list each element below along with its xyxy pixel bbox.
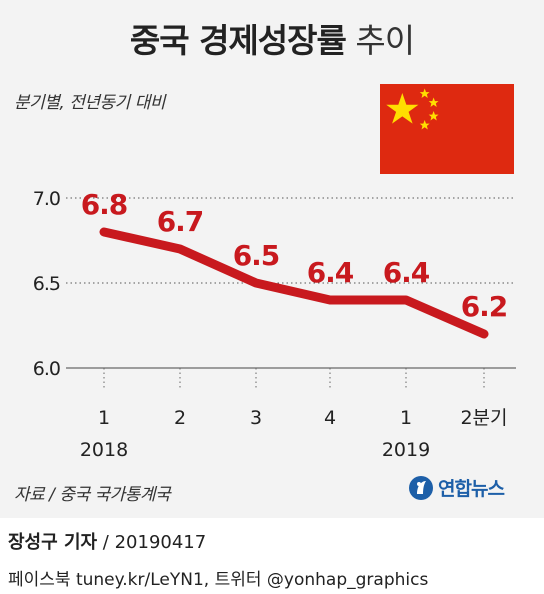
byline: 장성구 기자 / 20190417: [8, 528, 206, 554]
x-tick-label: 3: [250, 407, 262, 429]
title-sub: 추이: [355, 21, 415, 60]
y-tick-label: 7.0: [33, 188, 60, 210]
social-links: 페이스북 tuney.kr/LeYN1, 트위터 @yonhap_graphic…: [8, 570, 429, 590]
chart-subtitle: 분기별, 전년동기 대비: [14, 93, 165, 113]
y-tick-label: 6.0: [33, 358, 60, 380]
data-label: 6.4: [307, 256, 354, 289]
x-tick-label: 2분기: [460, 407, 507, 429]
x-axis: 1 2 3 4 1 2분기 2018 2019: [80, 368, 508, 461]
x-tick-label: 1: [98, 407, 110, 429]
y-axis-ticks: 7.0 6.5 6.0: [33, 188, 61, 380]
data-label: 6.2: [461, 290, 508, 323]
yonhap-logo-icon: [409, 475, 433, 500]
x-tick-label: 2: [174, 407, 186, 429]
source-note: 자료 / 중국 국가통계국: [14, 485, 171, 505]
yonhap-logo: 연합뉴스: [408, 474, 505, 501]
data-label: 6.4: [383, 256, 430, 289]
data-label: 6.8: [81, 188, 128, 221]
series-line: [99, 227, 489, 339]
logo-text: 연합뉴스: [438, 478, 505, 500]
x-tick-label: 1: [400, 407, 412, 429]
x-year-label: 2019: [382, 439, 430, 461]
byline-separator: /: [97, 532, 115, 553]
y-tick-label: 6.5: [33, 273, 60, 295]
gridlines: [66, 197, 516, 369]
x-year-label: 2018: [80, 439, 128, 461]
data-label: 6.7: [157, 205, 204, 238]
reporter-name: 장성구 기자: [8, 532, 98, 553]
publish-date: 20190417: [114, 532, 207, 553]
data-label: 6.5: [233, 239, 280, 272]
chart-title: 중국 경제성장률 추이: [0, 14, 544, 62]
x-tick-label: 4: [324, 407, 336, 429]
china-flag-icon: [380, 84, 514, 174]
series: [99, 227, 489, 339]
data-labels: 6.8 6.7 6.5 6.4 6.4 6.2: [81, 188, 509, 323]
title-main: 중국 경제성장률: [129, 21, 347, 60]
